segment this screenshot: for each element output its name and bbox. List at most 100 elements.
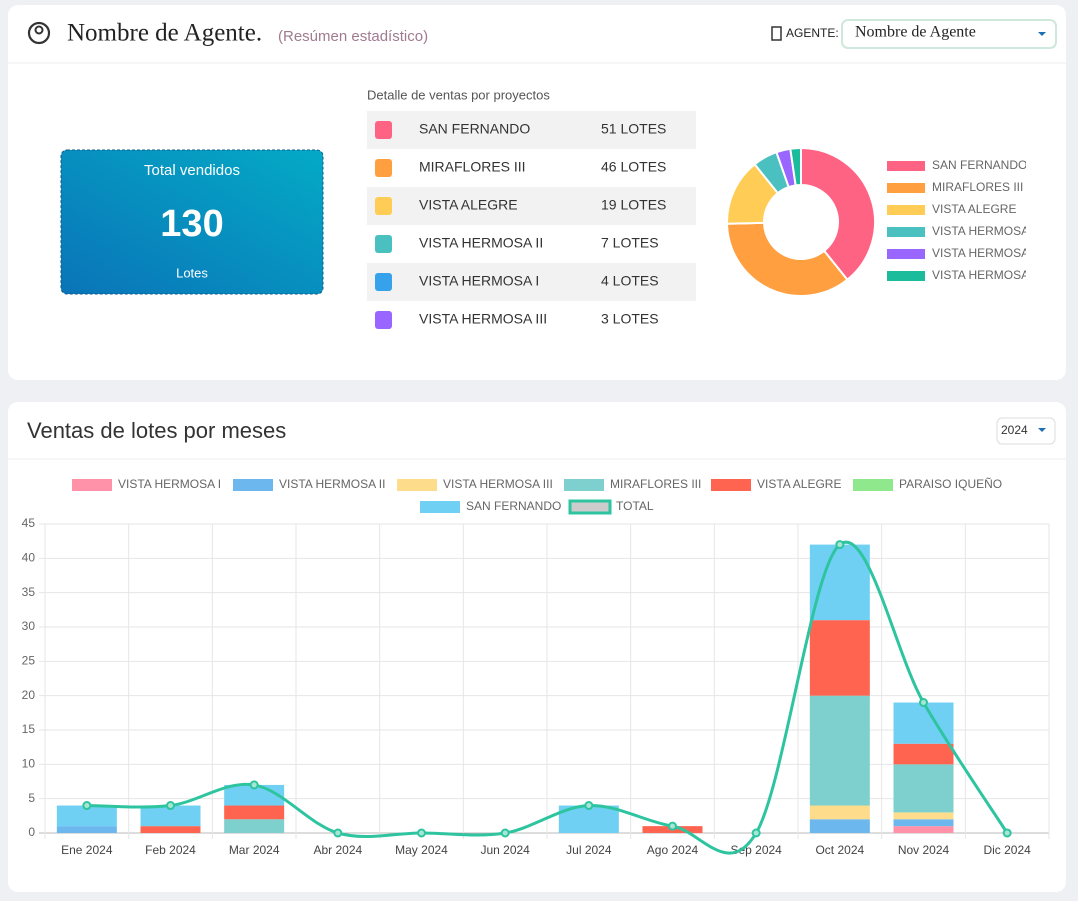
- y-tick-label: 15: [22, 722, 36, 736]
- legend-swatch: [397, 479, 437, 491]
- project-name: VISTA HERMOSA I: [419, 273, 539, 289]
- project-count: 46 LOTES: [601, 159, 666, 175]
- legend-label: VISTA HERMOSA III: [443, 477, 553, 491]
- bar: [224, 819, 285, 833]
- x-tick-label: May 2024: [395, 843, 448, 857]
- legend-swatch: [853, 479, 893, 491]
- legend-label: VISTA HERMOSA I: [932, 246, 1035, 260]
- total-title: Total vendidos: [144, 162, 240, 179]
- color-swatch: [375, 159, 392, 177]
- project-count: 7 LOTES: [601, 235, 659, 251]
- x-tick-label: Abr 2024: [313, 843, 362, 857]
- total-point: [835, 540, 845, 550]
- legend-swatch: [72, 479, 112, 491]
- legend-label: VISTA HERMOSA II: [279, 477, 385, 491]
- agent-label: AGENTE:: [786, 26, 839, 40]
- legend-swatch: [233, 479, 273, 491]
- year-select-text[interactable]: 2024: [1001, 423, 1028, 437]
- bar: [56, 805, 117, 827]
- y-tick-label: 45: [22, 516, 36, 530]
- color-swatch: [375, 273, 392, 291]
- project-count: 19 LOTES: [601, 197, 666, 213]
- legend-label: SAN FERNANDO: [932, 158, 1027, 172]
- total-point: [919, 698, 928, 708]
- color-swatch: [375, 235, 392, 253]
- legend-label: VISTA HERMOSA III: [932, 268, 1042, 282]
- y-tick-label: 10: [22, 757, 36, 771]
- project-count: 51 LOTES: [601, 121, 666, 137]
- x-tick-label: Nov 2024: [898, 843, 950, 857]
- legend-label: VISTA ALEGRE: [932, 202, 1016, 216]
- year-select[interactable]: [996, 417, 1056, 445]
- y-tick-label: 35: [22, 585, 36, 599]
- bar: [809, 620, 870, 696]
- project-name: VISTA HERMOSA II: [419, 235, 543, 251]
- y-tick-label: 20: [22, 688, 36, 702]
- x-tick-label: Mar 2024: [229, 843, 280, 857]
- building-icon: [771, 26, 782, 41]
- x-tick-label: Oct 2024: [815, 843, 864, 857]
- legend-swatch: [564, 479, 604, 491]
- x-tick-label: Dic 2024: [983, 843, 1031, 857]
- project-count: 4 LOTES: [601, 273, 659, 289]
- total-point: [417, 828, 426, 838]
- select-arrow: [1038, 32, 1046, 36]
- donut-slice: [800, 146, 876, 282]
- x-tick-label: Jun 2024: [480, 843, 530, 857]
- total-point: [1002, 828, 1012, 838]
- x-tick-label: Feb 2024: [145, 843, 196, 857]
- bar: [893, 812, 954, 820]
- legend-swatch: [887, 249, 925, 259]
- bar: [893, 826, 954, 833]
- agent-select[interactable]: [841, 19, 1057, 49]
- user-icon-head: [34, 25, 44, 35]
- donut-slice: [789, 146, 802, 187]
- x-tick-label: Ene 2024: [61, 843, 113, 857]
- bar: [809, 819, 870, 833]
- legend-swatch: [887, 161, 925, 171]
- total-point: [82, 801, 92, 811]
- total-box: [60, 149, 324, 295]
- color-swatch: [375, 311, 392, 329]
- legend-label: VISTA HERMOSA II: [932, 224, 1038, 238]
- legend-swatch: [711, 479, 751, 491]
- legend-label: SAN FERNANDO: [466, 499, 561, 513]
- legend-label: TOTAL: [616, 499, 654, 513]
- total-point: [584, 801, 594, 811]
- legend-label: VISTA ALEGRE: [757, 477, 841, 491]
- legend-label: VISTA HERMOSA I: [118, 477, 221, 491]
- legend-label: MIRAFLORES III: [610, 477, 701, 491]
- y-tick-label: 0: [28, 825, 35, 839]
- legend-swatch: [887, 205, 925, 215]
- legend-swatch: [887, 271, 925, 281]
- bar: [809, 805, 870, 820]
- y-tick-label: 5: [28, 791, 35, 805]
- bar: [893, 743, 954, 765]
- total-point: [500, 828, 510, 838]
- table-title: Detalle de ventas por proyectos: [367, 87, 550, 102]
- table-row-bg: [367, 263, 696, 301]
- project-count: 3 LOTES: [601, 311, 659, 327]
- y-tick-label: 25: [22, 654, 36, 668]
- agent-select-text[interactable]: Nombre de Agente: [855, 24, 976, 41]
- select-arrow: [1038, 428, 1046, 432]
- agent-title: Nombre de Agente.: [67, 20, 262, 47]
- table-row-bg: [367, 111, 696, 149]
- bar: [140, 826, 201, 833]
- legend-swatch: [887, 183, 925, 193]
- total-point: [333, 828, 343, 838]
- legend-swatch: [887, 227, 925, 237]
- total-point: [751, 828, 761, 838]
- legend-label: PARAISO IQUEÑO: [899, 477, 1002, 491]
- total-point: [166, 801, 175, 811]
- project-name: MIRAFLORES III: [419, 159, 526, 175]
- project-name: VISTA ALEGRE: [419, 197, 518, 213]
- total-unit: Lotes: [176, 265, 208, 280]
- legend-label: MIRAFLORES III: [932, 180, 1023, 194]
- total-point: [668, 821, 677, 831]
- bar: [809, 544, 870, 621]
- donut-slice: [725, 221, 849, 297]
- user-icon: [27, 21, 51, 45]
